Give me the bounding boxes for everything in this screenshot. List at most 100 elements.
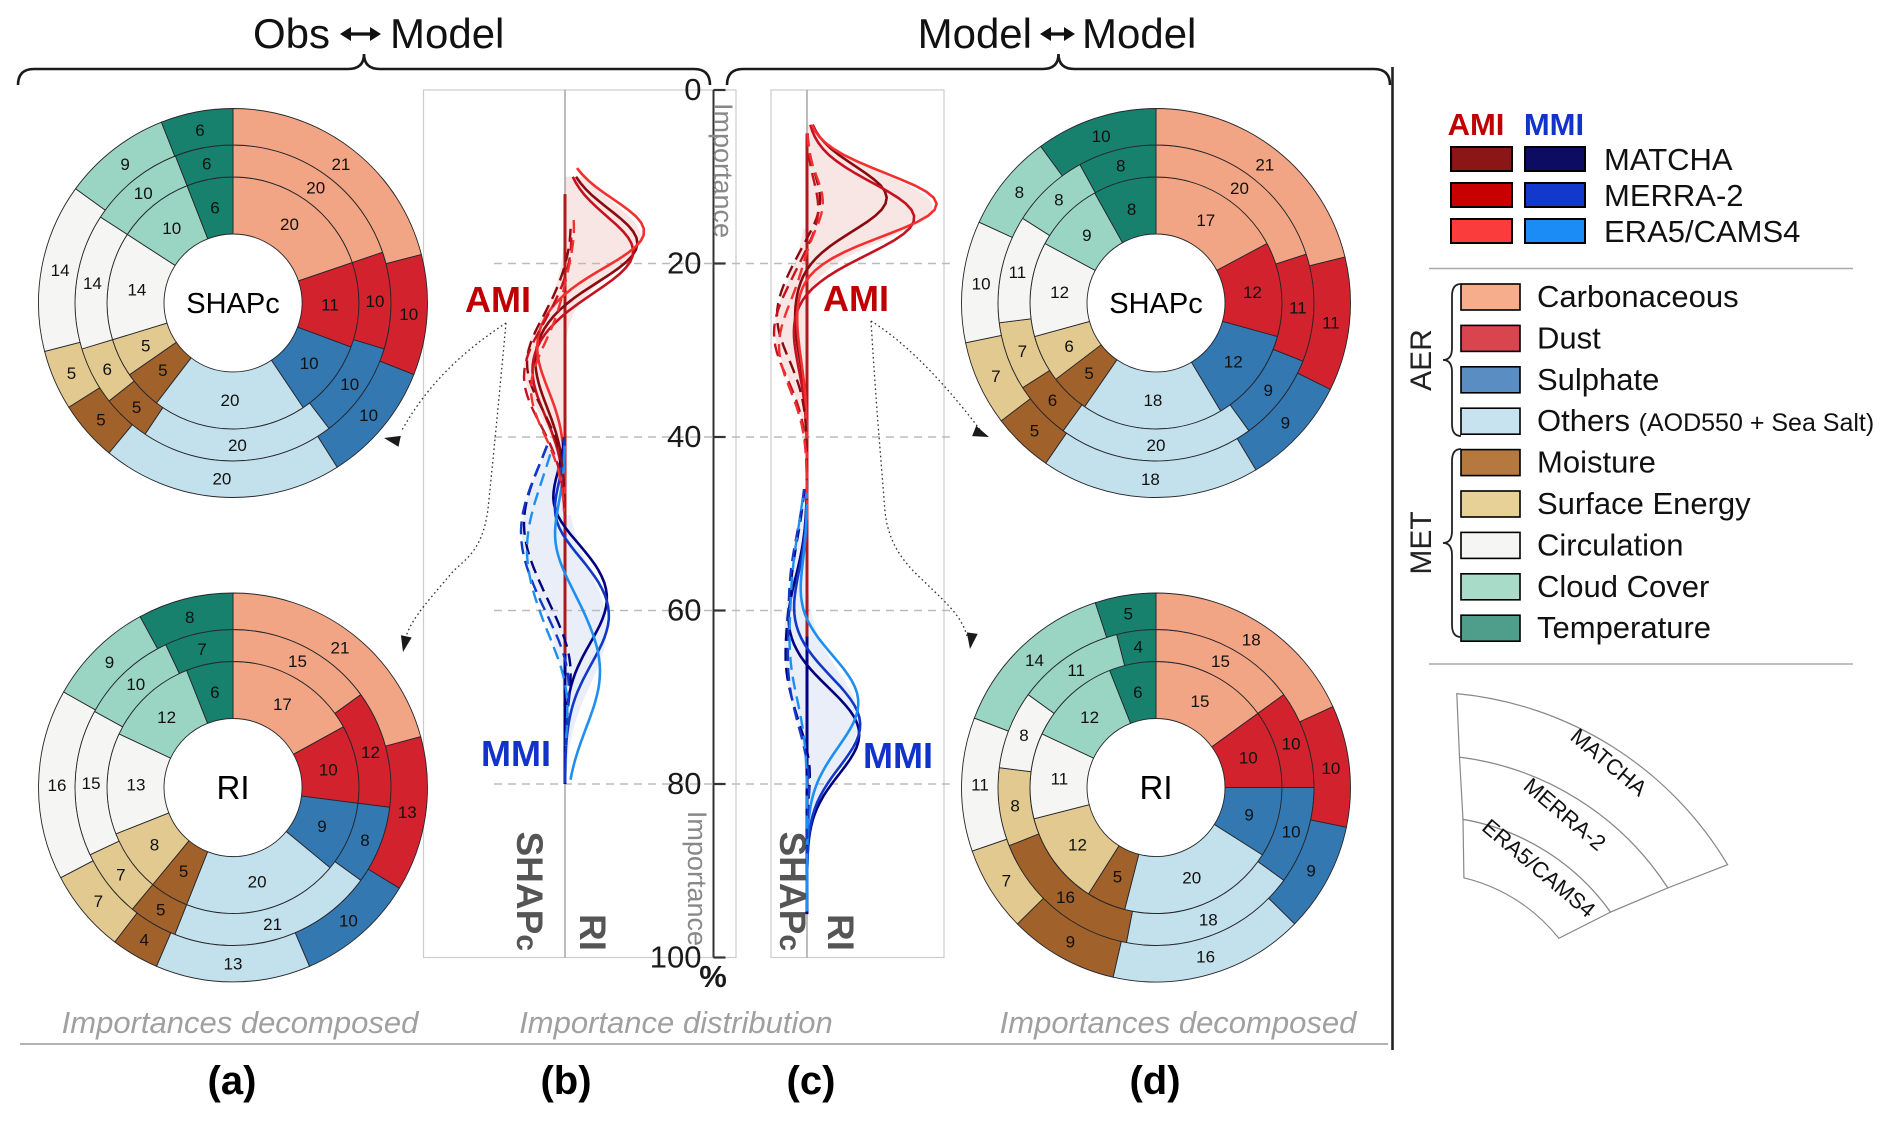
svg-text:12: 12	[1080, 708, 1099, 727]
svg-text:MERRA-2: MERRA-2	[1604, 178, 1744, 213]
svg-text:RI: RI	[217, 769, 250, 806]
svg-text:Surface Energy: Surface Energy	[1537, 486, 1751, 521]
svg-text:10: 10	[162, 219, 181, 238]
svg-text:6: 6	[1064, 337, 1073, 356]
svg-text:14: 14	[51, 261, 70, 280]
svg-text:5: 5	[96, 410, 105, 429]
svg-text:AMI: AMI	[823, 278, 889, 319]
svg-text:21: 21	[263, 915, 282, 934]
svg-text:Importance distribution: Importance distribution	[519, 1005, 833, 1040]
svg-text:5: 5	[132, 398, 141, 417]
svg-text:10: 10	[1282, 735, 1301, 754]
svg-text:6: 6	[210, 683, 219, 702]
svg-text:5: 5	[1084, 364, 1093, 383]
svg-text:6: 6	[195, 121, 204, 140]
svg-text:7: 7	[1002, 871, 1011, 890]
svg-text:5: 5	[1030, 421, 1039, 440]
svg-text:14: 14	[83, 274, 102, 293]
svg-text:Others (AOD550 + Sea Salt): Others (AOD550 + Sea Salt)	[1537, 403, 1874, 438]
svg-text:9: 9	[120, 155, 129, 174]
svg-text:5: 5	[67, 364, 76, 383]
svg-text:11: 11	[1322, 314, 1340, 333]
svg-text:RI: RI	[1140, 769, 1173, 806]
svg-text:10: 10	[399, 305, 418, 324]
svg-text:10: 10	[134, 184, 153, 203]
svg-text:11: 11	[1067, 661, 1085, 680]
svg-text:20: 20	[280, 215, 299, 234]
svg-text:11: 11	[321, 296, 339, 315]
svg-text:ERA5/CAMS4: ERA5/CAMS4	[1604, 214, 1800, 249]
svg-text:RI: RI	[820, 914, 861, 951]
svg-text:8: 8	[185, 608, 194, 627]
svg-text:18: 18	[1143, 391, 1162, 410]
svg-text:MMI: MMI	[481, 733, 551, 774]
svg-text:AER: AER	[1405, 329, 1438, 391]
svg-text:10: 10	[1282, 822, 1301, 841]
svg-text:Model: Model	[918, 10, 1032, 57]
svg-text:7: 7	[197, 640, 206, 659]
svg-text:4: 4	[1133, 638, 1142, 657]
svg-text:5: 5	[1113, 868, 1122, 887]
svg-text:20: 20	[221, 391, 240, 410]
svg-text:10: 10	[1092, 127, 1111, 146]
svg-text:Sulphate: Sulphate	[1537, 362, 1659, 397]
svg-text:6: 6	[202, 155, 211, 174]
svg-text:Dust: Dust	[1537, 320, 1601, 355]
svg-text:9: 9	[1281, 413, 1290, 432]
svg-text:MATCHA: MATCHA	[1604, 142, 1733, 177]
svg-text:MMI: MMI	[863, 735, 933, 776]
svg-text:20: 20	[306, 179, 325, 198]
svg-text:10: 10	[366, 292, 385, 311]
svg-text:6: 6	[102, 360, 111, 379]
svg-text:40: 40	[667, 419, 701, 454]
svg-text:16: 16	[48, 776, 67, 795]
svg-text:20: 20	[228, 436, 247, 455]
svg-text:80: 80	[667, 766, 701, 801]
svg-text:13: 13	[398, 803, 417, 822]
svg-text:18: 18	[1199, 911, 1218, 930]
svg-text:Obs: Obs	[253, 10, 330, 57]
svg-text:5: 5	[179, 862, 188, 881]
svg-text:6: 6	[210, 199, 219, 218]
svg-text:AMI: AMI	[1448, 107, 1505, 142]
svg-text:MET: MET	[1405, 511, 1438, 574]
svg-text:8: 8	[1015, 183, 1024, 202]
svg-text:(b): (b)	[540, 1059, 591, 1103]
svg-text:(a): (a)	[208, 1059, 257, 1103]
svg-text:9: 9	[1263, 381, 1272, 400]
svg-text:12: 12	[1243, 283, 1262, 302]
svg-text:5: 5	[1123, 605, 1132, 624]
svg-text:(c): (c)	[787, 1059, 836, 1103]
svg-text:6: 6	[1133, 683, 1142, 702]
svg-text:10: 10	[972, 275, 991, 294]
svg-text:5: 5	[158, 361, 167, 380]
svg-text:Importances decomposed: Importances decomposed	[1000, 1005, 1358, 1040]
svg-text:20: 20	[1182, 869, 1201, 888]
svg-text:12: 12	[157, 708, 176, 727]
svg-text:Model: Model	[390, 10, 504, 57]
svg-text:9: 9	[1066, 932, 1075, 951]
svg-text:10: 10	[339, 911, 358, 930]
svg-text:10: 10	[1239, 749, 1258, 768]
svg-text:12: 12	[361, 743, 380, 762]
svg-text:15: 15	[288, 652, 307, 671]
svg-text:Importance: Importance	[708, 103, 738, 238]
svg-text:MMI: MMI	[1524, 107, 1584, 142]
svg-text:5: 5	[156, 901, 165, 920]
svg-text:10: 10	[340, 375, 359, 394]
svg-text:15: 15	[1191, 692, 1210, 711]
svg-text:7: 7	[991, 367, 1000, 386]
svg-text:%: %	[699, 959, 727, 994]
svg-text:13: 13	[224, 955, 243, 974]
svg-text:14: 14	[127, 281, 146, 300]
svg-text:SHAPc: SHAPc	[772, 832, 813, 952]
svg-text:11: 11	[1051, 769, 1069, 788]
svg-text:4: 4	[139, 931, 148, 950]
svg-text:21: 21	[1255, 156, 1274, 175]
svg-text:12: 12	[1068, 836, 1087, 855]
svg-text:7: 7	[94, 892, 103, 911]
svg-text:SHAPc: SHAPc	[509, 832, 550, 952]
svg-text:8: 8	[360, 831, 369, 850]
svg-text:20: 20	[248, 873, 267, 892]
svg-text:20: 20	[667, 246, 701, 281]
